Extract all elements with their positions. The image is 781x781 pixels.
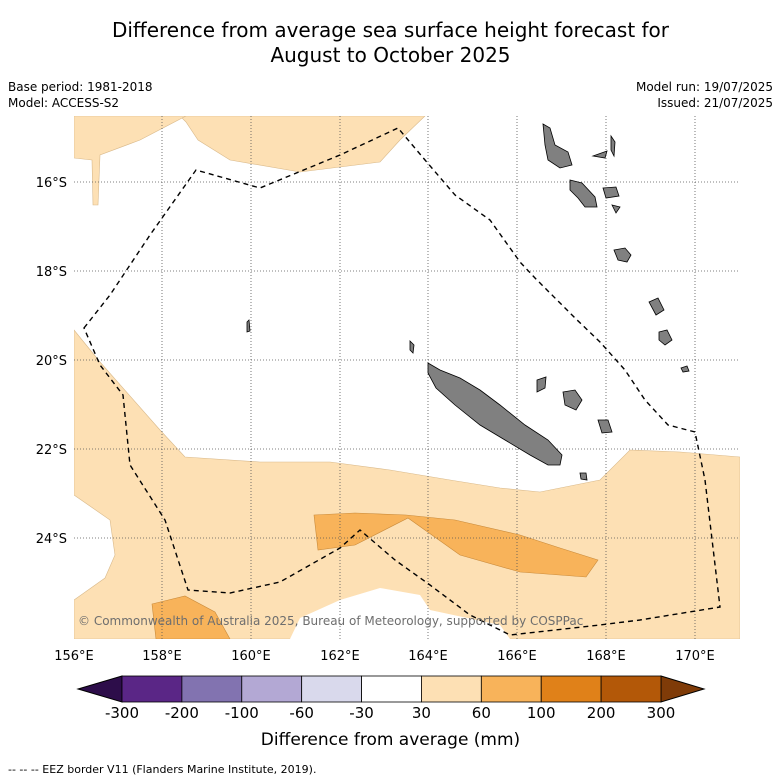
eez-legend-footer: -- -- -- EEZ border V11 (Flanders Marine… bbox=[8, 763, 317, 776]
meta-right: Model run: 19/07/2025 Issued: 21/07/2025 bbox=[636, 79, 773, 111]
longitude-label: 160°E bbox=[231, 649, 271, 664]
loyalty-island-2 bbox=[597, 419, 613, 434]
colorbar-tick-label: 200 bbox=[586, 704, 616, 722]
colorbar-under-arrow bbox=[76, 675, 123, 703]
vanuatu-erromango bbox=[648, 297, 665, 316]
longitude-label: 166°E bbox=[497, 649, 537, 664]
colorbar-segment bbox=[421, 675, 482, 703]
colorbar-segment bbox=[301, 675, 362, 703]
longitude-label: 164°E bbox=[408, 649, 448, 664]
longitude-label: 158°E bbox=[142, 649, 182, 664]
colorbar-tick-label: -100 bbox=[224, 704, 259, 722]
colorbar-tick-label: -200 bbox=[164, 704, 199, 722]
colorbar-tick-label: -60 bbox=[289, 704, 314, 722]
vanuatu-ambrym bbox=[602, 186, 620, 199]
longitude-label: 156°E bbox=[54, 649, 94, 664]
latitude-label: 24°S bbox=[36, 532, 67, 547]
colorbar-tick-label: -300 bbox=[104, 704, 140, 722]
longitude-label: 162°E bbox=[320, 649, 360, 664]
latitude-label: 18°S bbox=[36, 265, 67, 280]
eez-border bbox=[83, 127, 721, 636]
vanuatu-tanna bbox=[658, 329, 673, 346]
model-run-text: Model run: 19/07/2025 bbox=[635, 80, 773, 94]
isle-of-pines bbox=[579, 472, 588, 481]
colorbar-segment bbox=[540, 675, 602, 703]
longitude-labels: 156°E 158°E 160°E 162°E 164°E 166°E 168°E 170°E bbox=[54, 649, 715, 664]
anomaly-region-60-100-central bbox=[313, 512, 599, 578]
vanuatu-efate bbox=[613, 247, 632, 263]
base-period-text: Base period: 1981-2018 bbox=[8, 80, 153, 94]
anomaly-region-30-60-north bbox=[74, 116, 426, 173]
small-islet-1 bbox=[409, 340, 415, 354]
meta-left: Base period: 1981-2018 Model: ACCESS-S2 bbox=[8, 79, 153, 111]
loyalty-island-1 bbox=[562, 389, 583, 411]
model-text: Model: ACCESS-S2 bbox=[8, 96, 120, 110]
title-line-1: Difference from average sea surface heig… bbox=[111, 18, 670, 42]
colorbar bbox=[76, 675, 706, 703]
longitude-label: 168°E bbox=[586, 649, 626, 664]
colorbar-tick-label: 60 bbox=[471, 704, 491, 722]
colorbar-tick-label: 30 bbox=[411, 704, 431, 722]
title-line-2: August to October 2025 bbox=[270, 43, 511, 67]
land-masses bbox=[246, 123, 690, 481]
vanuatu-malekula bbox=[569, 179, 598, 208]
latitude-label: 22°S bbox=[36, 443, 67, 458]
colorbar-segment bbox=[121, 675, 183, 703]
gridlines bbox=[74, 116, 740, 639]
colorbar-segment bbox=[361, 675, 422, 703]
anomaly-region-30-60-northwest bbox=[74, 116, 187, 206]
anomaly-region-60-100-southwest bbox=[151, 595, 231, 639]
colorbar-tick-label: 100 bbox=[526, 704, 556, 722]
vanuatu-epi bbox=[611, 204, 621, 214]
latitude-labels: 16°S 18°S 20°S 22°S 24°S bbox=[36, 176, 67, 547]
near-average-gap-south bbox=[290, 588, 510, 639]
longitude-label: 170°E bbox=[675, 649, 715, 664]
colorbar-segment bbox=[480, 675, 542, 703]
chesterfield-islet bbox=[246, 319, 251, 333]
vanuatu-aneityum bbox=[680, 365, 690, 373]
copyright-credit: © Commonwealth of Australia 2025, Bureau… bbox=[78, 614, 584, 628]
colorbar-over-arrow bbox=[660, 675, 706, 703]
colorbar-title: Difference from average (mm) bbox=[260, 730, 521, 750]
colorbar-tick-label: -30 bbox=[349, 704, 374, 722]
colorbar-segment bbox=[181, 675, 243, 703]
colorbar-segment bbox=[600, 675, 662, 703]
vanuatu-pentecost bbox=[610, 134, 616, 158]
vanuatu-ambae bbox=[591, 150, 608, 159]
loyalty-island-3 bbox=[536, 376, 547, 393]
vanuatu-espiritu-santo bbox=[542, 123, 573, 169]
colorbar-tick-label: 300 bbox=[646, 704, 676, 722]
new-caledonia bbox=[427, 362, 563, 466]
latitude-label: 16°S bbox=[36, 176, 67, 191]
issued-text: Issued: 21/07/2025 bbox=[657, 96, 773, 110]
colorbar-segment bbox=[241, 675, 303, 703]
chart-title: Difference from average sea surface heig… bbox=[0, 18, 781, 68]
latitude-label: 20°S bbox=[36, 354, 67, 369]
